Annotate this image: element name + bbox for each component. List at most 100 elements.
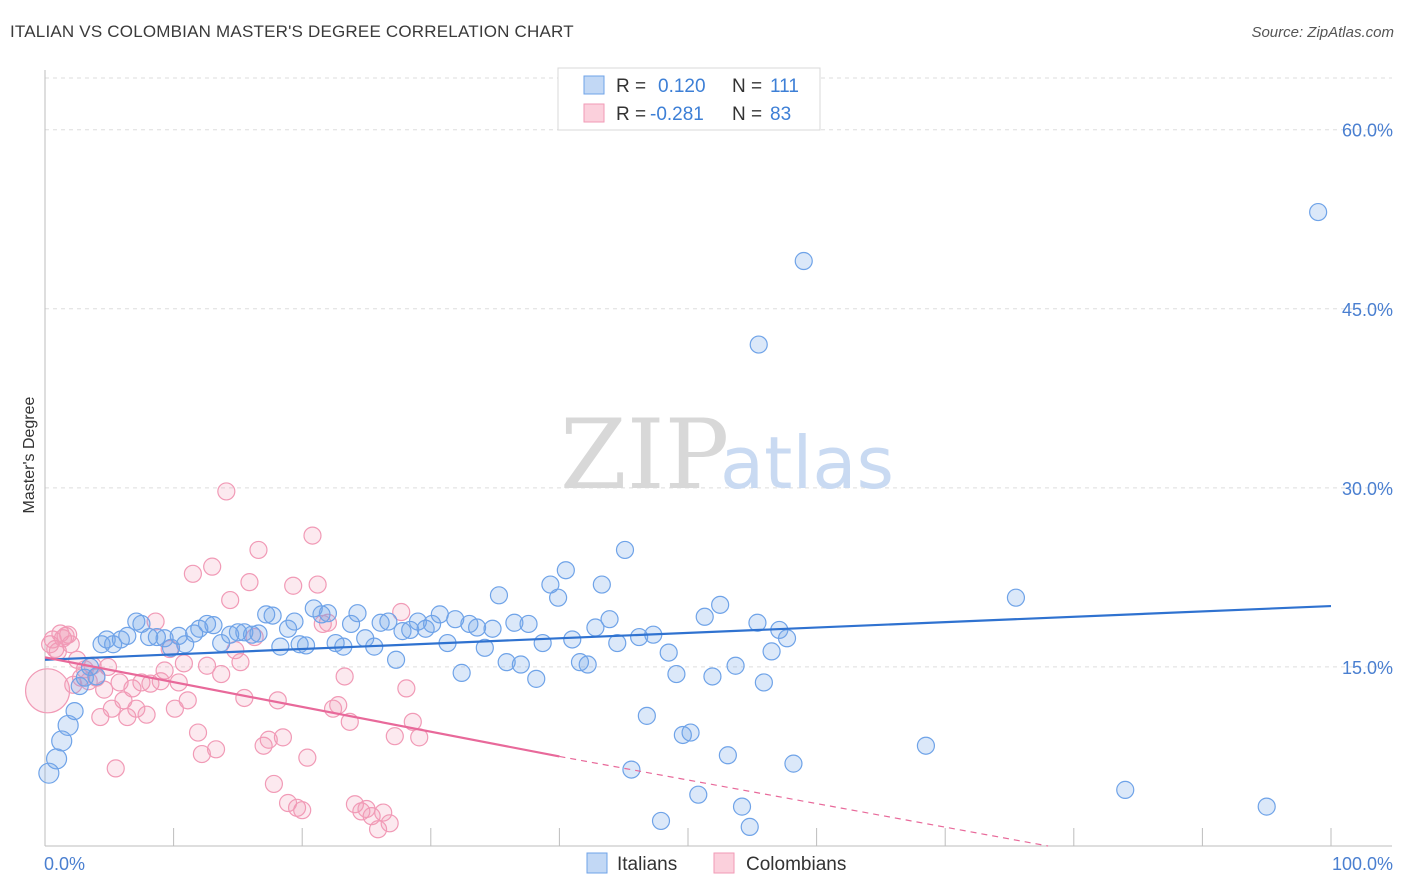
italians-point bbox=[732, 797, 752, 816]
colombians-point bbox=[137, 705, 156, 724]
italians-point bbox=[430, 605, 449, 624]
colombians-point bbox=[284, 576, 303, 595]
italians-point bbox=[422, 614, 442, 634]
italians-point bbox=[467, 618, 487, 637]
italians-point bbox=[483, 619, 502, 638]
italians-point bbox=[740, 817, 759, 836]
italians-point bbox=[65, 701, 84, 721]
italians-point bbox=[916, 736, 936, 755]
italians-point bbox=[257, 605, 276, 624]
colombians-point bbox=[278, 793, 298, 813]
italians-point bbox=[348, 604, 367, 623]
italians-point bbox=[197, 614, 217, 634]
italians-point bbox=[341, 614, 361, 634]
colombians-trend-line bbox=[44, 656, 560, 758]
italians-point bbox=[1257, 797, 1276, 816]
colombians-point bbox=[197, 656, 217, 675]
legend: Italians Colombians bbox=[586, 852, 846, 875]
y-tick-label: 60.0% bbox=[1342, 121, 1393, 141]
colombians-point bbox=[123, 679, 142, 698]
colombians-point bbox=[174, 654, 193, 673]
y-tick-label: 45.0% bbox=[1342, 300, 1393, 320]
colombians-trend-extension bbox=[559, 755, 1049, 847]
legend-colombians-swatch bbox=[713, 852, 735, 874]
colombians-point bbox=[206, 740, 226, 759]
colombians-point bbox=[329, 696, 348, 715]
italians-point bbox=[228, 623, 247, 642]
italians-point bbox=[446, 610, 465, 629]
italians-point bbox=[312, 605, 331, 624]
italians-point bbox=[762, 642, 781, 661]
italians-point bbox=[651, 811, 671, 831]
italians-swatch bbox=[583, 75, 605, 95]
italians-point bbox=[784, 754, 803, 773]
italians-point bbox=[511, 655, 530, 674]
watermark-atlas: atlas bbox=[720, 421, 894, 505]
y-tick-label: 15.0% bbox=[1342, 658, 1393, 678]
italians-point bbox=[556, 561, 575, 580]
colombians-r-value: -0.281 bbox=[650, 104, 704, 125]
italians-point bbox=[242, 625, 262, 644]
italians-point bbox=[711, 595, 730, 614]
axes bbox=[44, 70, 1392, 847]
italians-point bbox=[667, 664, 686, 684]
italians-point bbox=[563, 630, 582, 649]
italians-n-value: 111 bbox=[770, 76, 799, 97]
italians-point bbox=[271, 637, 290, 656]
colombians-point bbox=[293, 801, 312, 820]
source-note: Source: ZipAtlas.com bbox=[1251, 24, 1394, 41]
italians-point bbox=[379, 612, 398, 631]
colombians-r-label: R = bbox=[616, 104, 646, 125]
italians-point bbox=[600, 610, 619, 629]
colombians-point bbox=[146, 612, 165, 631]
italians-point bbox=[615, 540, 635, 560]
colombians-point bbox=[345, 795, 365, 814]
colombians-point bbox=[298, 748, 317, 767]
italians-point bbox=[249, 624, 268, 643]
x-tick-label: 100.0% bbox=[1332, 854, 1393, 874]
colombians-point bbox=[397, 679, 416, 698]
italians-point bbox=[318, 604, 338, 623]
colombians-point bbox=[254, 736, 273, 755]
italians-point bbox=[689, 785, 708, 804]
y-tick-label: 30.0% bbox=[1342, 479, 1393, 499]
italians-point bbox=[45, 748, 68, 770]
italians-point bbox=[637, 706, 656, 725]
colombians-point bbox=[303, 526, 322, 545]
colombians-n-label: N = bbox=[732, 104, 762, 125]
legend-colombians-label: Colombians bbox=[746, 854, 846, 875]
italians-point bbox=[51, 730, 73, 752]
watermark-zip: ZIP bbox=[560, 399, 729, 511]
italians-point bbox=[263, 606, 282, 625]
italians-point bbox=[726, 656, 745, 675]
italians-point bbox=[1006, 588, 1026, 607]
italians-point bbox=[622, 760, 641, 779]
italians-point bbox=[204, 616, 223, 635]
italians-point bbox=[630, 627, 649, 647]
colombians-point bbox=[308, 575, 327, 594]
colombians-point bbox=[203, 557, 222, 576]
italians-point bbox=[592, 575, 611, 594]
italians-point bbox=[118, 626, 137, 645]
colombians-point bbox=[183, 564, 202, 583]
italians-point bbox=[748, 613, 767, 632]
italians-trend-line bbox=[44, 604, 1332, 661]
colombians-point bbox=[24, 668, 71, 714]
chart-title: ITALIAN VS COLOMBIAN MASTER'S DEGREE COR… bbox=[10, 22, 574, 41]
italians-point bbox=[505, 613, 524, 632]
italians-r-label: R = bbox=[616, 76, 646, 97]
colombians-point bbox=[403, 712, 422, 731]
watermark: ZIP atlas bbox=[560, 399, 894, 511]
legend-italians-swatch bbox=[586, 852, 608, 874]
colombians-point bbox=[127, 699, 146, 718]
italians-point bbox=[1309, 202, 1328, 222]
colombians-point bbox=[64, 675, 83, 694]
italians-point bbox=[681, 723, 700, 742]
italians-point bbox=[608, 633, 627, 653]
italians-point bbox=[659, 643, 678, 662]
y-axis-label: Master's Degree bbox=[21, 396, 38, 513]
italians-point bbox=[527, 669, 546, 688]
colombians-point bbox=[240, 573, 259, 592]
italians-point bbox=[549, 588, 568, 607]
